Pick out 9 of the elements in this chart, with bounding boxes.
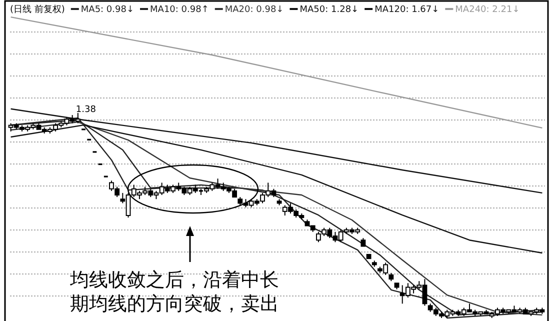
legend-label: MA120: 1.67↓ — [374, 5, 440, 15]
annotation: 均线收敛之后，沿着中长期均线的方向突破，卖出 — [69, 269, 279, 315]
chart-title: (日线 前复权) — [10, 4, 65, 15]
legend-label: MA5: 0.98↓ — [80, 5, 134, 15]
legend-label: MA20: 0.98↓ — [224, 5, 284, 15]
annotation: 1.38 — [76, 105, 96, 115]
legend-label: MA10: 0.98↑ — [150, 5, 209, 15]
legend-label: MA240: 2.21↓ — [455, 5, 520, 15]
legend-label: MA50: 1.28↓ — [300, 5, 359, 15]
